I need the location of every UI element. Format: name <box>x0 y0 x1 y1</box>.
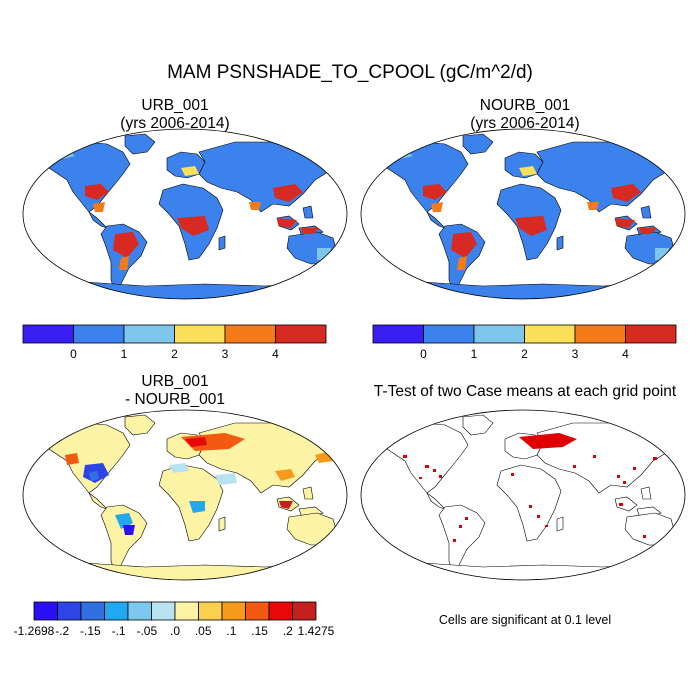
colorbar-tick-label: -1.2698 <box>14 624 55 638</box>
colorbar-swatch <box>174 324 226 344</box>
colorbar-swatch <box>198 601 223 621</box>
colorbar-tick-label: 4 <box>272 347 279 361</box>
colorbar-tick-label: 0 <box>70 347 77 361</box>
colorbar-swatch <box>80 601 105 621</box>
colorbar-tick-label: -.1 <box>112 624 126 638</box>
colorbar-tick-label: 1 <box>471 347 478 361</box>
colorbar-swatch <box>275 324 327 344</box>
panel-title-urb-name: URB_001 <box>141 97 209 114</box>
panel-title-diff-sub: - NOURB_001 <box>125 391 225 408</box>
colorbar-tick-label: .1 <box>226 624 236 638</box>
colorbar-urb: 0 1 2 3 4 <box>22 324 327 361</box>
colorbar-swatch <box>292 601 317 621</box>
map-ttest <box>360 409 686 581</box>
colorbar-tick-label: .2 <box>283 624 293 638</box>
colorbar-tick-label: -.15 <box>80 624 101 638</box>
panel-title-ttest: T-Test of two Case means at each grid po… <box>373 383 677 400</box>
colorbar-swatch <box>174 601 199 621</box>
colorbar-swatch <box>574 324 626 344</box>
colorbar-swatch <box>625 324 677 344</box>
colorbar-tick-label: 2 <box>521 347 528 361</box>
map-nourb <box>360 128 686 300</box>
colorbar-difference: -1.2698 -.2 -.15 -.1 -.05 .0 .05 .1 .15 .2 1.4275 <box>14 601 335 638</box>
colorbar-swatch <box>473 324 525 344</box>
colorbar-tick-label: 0 <box>420 347 427 361</box>
colorbar-nourb: 0 1 2 3 4 <box>372 324 677 361</box>
colorbar-swatch <box>151 601 176 621</box>
colorbar-swatch <box>524 324 576 344</box>
panel-title-urb-years: (yrs 2006-2014) <box>120 115 230 132</box>
panel-title-nourb-name: NOURB_001 <box>479 97 571 114</box>
colorbar-swatch <box>22 324 74 344</box>
colorbar-tick-label: .15 <box>251 624 268 638</box>
colorbar-swatch <box>372 324 424 344</box>
colorbar-tick-label: 2 <box>171 347 178 361</box>
colorbar-tick-label: .0 <box>170 624 180 638</box>
colorbar-tick-label: 4 <box>622 347 629 361</box>
colorbar-swatch <box>221 601 246 621</box>
colorbar-swatch <box>123 324 175 344</box>
panel-title-diff-name: URB_001 <box>141 373 209 390</box>
colorbar-tick-label: 1.4275 <box>298 624 335 638</box>
significance-note: Cells are significant at 0.1 level <box>438 613 612 627</box>
colorbar-swatch <box>268 601 293 621</box>
colorbar-swatch <box>423 324 475 344</box>
colorbar-tick-label: -.2 <box>55 624 69 638</box>
main-title: MAM PSNSHADE_TO_CPOOL (gC/m^2/d) <box>167 62 533 83</box>
map-urb <box>22 128 348 300</box>
panel-title-nourb-years: (yrs 2006-2014) <box>470 115 580 132</box>
colorbar-swatch <box>73 324 125 344</box>
colorbar-tick-label: 1 <box>121 347 128 361</box>
colorbar-swatch <box>127 601 152 621</box>
colorbar-swatch <box>57 601 82 621</box>
colorbar-tick-label: -.05 <box>136 624 157 638</box>
colorbar-tick-label: 3 <box>222 347 229 361</box>
panel-title-diff: URB_001 - NOURB_001 <box>25 373 325 409</box>
panel-title-urb: URB_001 (yrs 2006-2014) <box>25 97 325 133</box>
colorbar-swatch <box>104 601 129 621</box>
colorbar-tick-label: 3 <box>572 347 579 361</box>
panel-title-nourb: NOURB_001 (yrs 2006-2014) <box>375 97 675 133</box>
colorbar-tick-label: .05 <box>195 624 212 638</box>
colorbar-swatch <box>33 601 58 621</box>
colorbar-swatch <box>245 601 270 621</box>
map-difference <box>22 409 348 581</box>
colorbar-swatch <box>224 324 276 344</box>
